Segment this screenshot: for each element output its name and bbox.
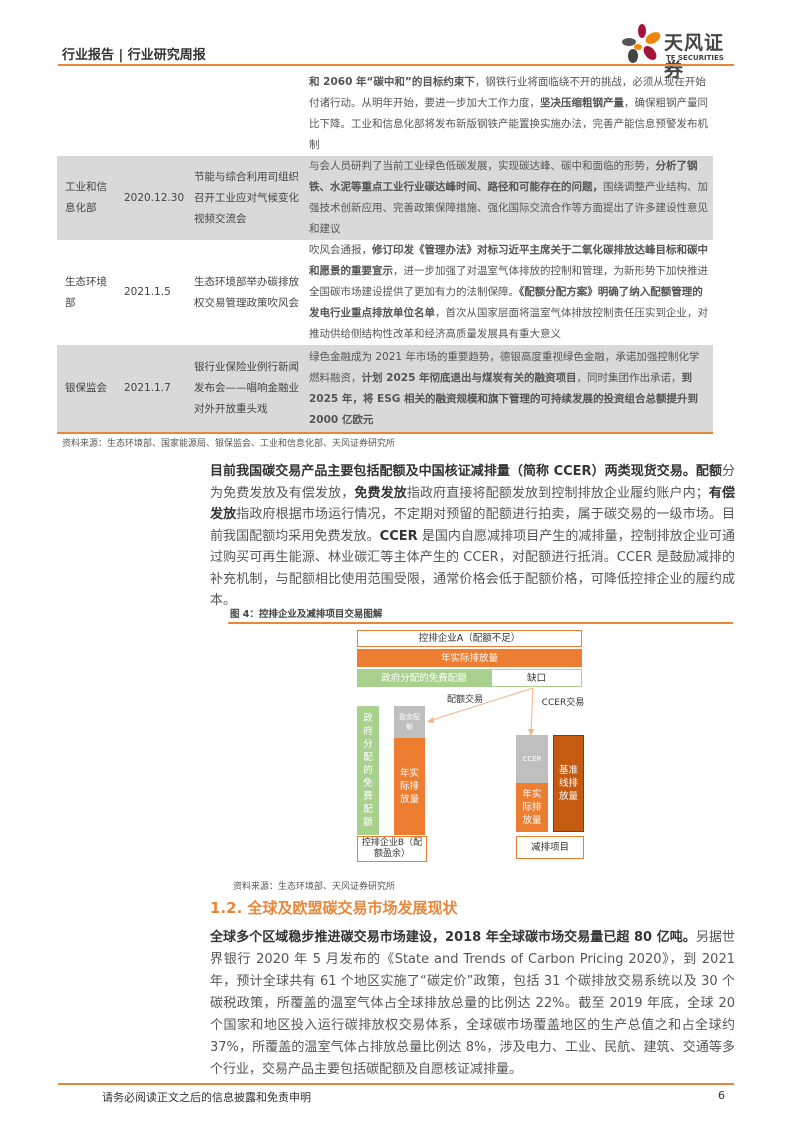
text: ，同时集团作出承诺，	[576, 371, 682, 384]
bold-text: 免费发放	[354, 485, 407, 501]
ccer-block: CCER	[516, 735, 548, 783]
ccer-trade-label: CCER交易	[541, 697, 585, 708]
logo-text-en: TF SECURITIES	[666, 54, 724, 62]
content-cell: 和 2060 年“碳中和”的目标约束下，钢铁行业将面临绕不开的挑战，必须从现在开…	[305, 72, 713, 156]
reduction-project-box: 减排项目	[516, 836, 584, 859]
text: 另据世界银行 2020 年 5 月发布的《State and Trends of…	[210, 930, 735, 1077]
caption-rule	[228, 622, 733, 624]
table-source: 资料来源：生态环境部、国家能源局、银保监会、工业和信息化部、天风证券研究所	[62, 439, 396, 449]
org-cell: 银保监会	[57, 345, 120, 432]
text: ，钢铁行业将面临绕不开的挑战，必须从现在开始付诸行动。从明年开始，要进一步加大工…	[309, 76, 706, 109]
flower-logo-icon	[622, 24, 661, 63]
bold-text: 分析了钢铁、水泥等重点工业行业碳达峰时间、路径和可能存在的问题，	[309, 160, 698, 193]
footer-divider	[58, 1083, 734, 1085]
surplus-quota-block: 盈余配额	[394, 706, 425, 738]
free-quota-column: 政府分配的免费配额	[357, 706, 379, 835]
quota-trade-arrow	[428, 687, 534, 722]
event-cell: 节能与综合利用司组织召开工业应对气候变化视频交流会	[190, 156, 305, 240]
policy-table: 和 2060 年“碳中和”的目标约束下，钢铁行业将面临绕不开的挑战，必须从现在开…	[57, 72, 713, 432]
text: ，进一步加强了对温室气体排放的控制和管理，为新形势下加快推进全国碳市场建设提供了…	[309, 265, 708, 298]
bold-text: 和 2060 年“碳中和”的目标约束下	[309, 76, 475, 88]
table-row: 银保监会 2021.1.7 银行业保险业例行新闻发布会——唱响金融业对外开放重头戏绿…	[57, 345, 713, 432]
bold-text: 《配额分配方案》明确了纳入配额管理的发电行业重点排放单位名单	[309, 286, 703, 319]
bold-text: 目前我国碳交易产品主要包括配额及中国核证减排量（简称 CCER）两类现货交易。配…	[210, 464, 722, 479]
bold-text: 有偿发放	[210, 485, 735, 523]
figure-source: 资料来源：生态环境部、天风证券研究所	[233, 882, 396, 892]
section-heading: 1.2. 全球及欧盟碳交易市场发展现状	[210, 899, 458, 917]
table-row: 生态环境部 2021.1.5 生态环境部举办碳排放权交易管理政策吹风会 吹风会通报，修…	[57, 240, 713, 345]
bold-text: CCER	[379, 528, 418, 544]
report-type: 行业报告 | 行业研究周报	[62, 48, 206, 63]
text: 吹风会通报，	[309, 244, 372, 256]
company-a-box: 控排企业A（配额不足）	[357, 630, 582, 647]
date-cell: 2021.1.5	[124, 286, 171, 298]
bold-text: 全球多个区域稳步推进碳交易市场建设，2018 年全球碳市场交易量已超 80 亿吨…	[210, 930, 696, 945]
baseline-emission-column: 基准线排放量	[553, 735, 584, 832]
text: 围绕调整产业结构、加强技术创新应用、完善政策保障措施、强化国际交流合作等方面提出…	[309, 181, 708, 235]
ccer-trade-arrow	[530, 687, 534, 734]
project-emission-column: 年实际排放量	[516, 783, 548, 832]
text: ，确保粗钢产量同比下降。工业和信息化部将发布新版钢铁产能置换实施办法，完善产能信…	[309, 97, 708, 151]
disclaimer-text: 请务必阅读正文之后的信息披露和免责申明	[102, 1091, 311, 1104]
date-cell: 2021.1.7	[120, 345, 190, 432]
bold-text: 到 2025 年，将 ESG 相关的融资规模和旗下管理的可持续发展的投资组合总额…	[309, 371, 699, 426]
text: 与会人员研判了当前工业绿色低碳发展，实现碳达峰、碳中和面临的形势，	[309, 160, 656, 172]
text: 是国内自愿减排项目产生的减排量，控制排放企业可通过购买可再生能源、林业碳汇等主体…	[210, 528, 735, 609]
figure-caption: 图 4：控排企业及减排项目交易图解	[230, 609, 383, 620]
bold-text: 坚决压缩粗钢产量	[540, 97, 624, 109]
text: 绿色金融成为 2021 年市场的重要趋势，德银高度重视绿色金融，承诺加强控制化学…	[309, 350, 700, 384]
gap-box: 缺口	[491, 669, 582, 687]
date-cell: 2020.12.30	[120, 156, 190, 240]
event-cell: 银行业保险业例行新闻发布会——唱响金融业对外开放重头戏	[190, 345, 305, 432]
org-cell: 工业和信息化部	[57, 156, 120, 240]
text: 分为免费发放及有偿发放，	[210, 464, 735, 501]
bold-text: 计划 2025 年彻底退出与煤炭有关的融资项目	[361, 371, 577, 384]
table-row: 工业和信息化部 2020.12.30 节能与综合利用司组织召开工业应对气候变化视频交…	[57, 156, 713, 240]
quota-trade-label: 配额交易	[446, 694, 483, 705]
bold-text: 修订印发《管理办法》对标习近平主席关于二氧化碳排放达峰目标和碳中和愿景的重要宣示	[309, 244, 708, 277]
page-number: 6	[718, 1089, 725, 1102]
global-market-paragraph: 全球多个区域稳步推进碳交易市场建设，2018 年全球碳市场交易量已超 80 亿吨…	[210, 927, 735, 1081]
free-quota-bar: 政府分配的免费配额	[357, 669, 491, 687]
company-b-box: 控排企业B（配额盈余）	[357, 836, 427, 862]
content-cell: 吹风会通报，修订印发《管理办法》对标习近平主席关于二氧化碳排放达峰目标和碳中和愿…	[305, 240, 713, 345]
carbon-products-paragraph: 目前我国碳交易产品主要包括配额及中国核证减排量（简称 CCER）两类现货交易。配…	[210, 461, 735, 612]
text: 指政府直接将配额发放到控制排放企业履约账户内；	[406, 485, 709, 501]
content-cell: 绿色金融成为 2021 年市场的重要趋势，德银高度重视绿色金融，承诺加强控制化学…	[305, 345, 713, 432]
event-cell: 生态环境部举办碳排放权交易管理政策吹风会	[194, 275, 299, 309]
org-cell: 生态环境部	[65, 275, 107, 309]
table-row: 和 2060 年“碳中和”的目标约束下，钢铁行业将面临绕不开的挑战，必须从现在开…	[57, 72, 713, 156]
header-divider	[58, 64, 734, 66]
annual-emission-bar: 年实际排放量	[357, 649, 582, 667]
text: 指政府根据市场运行情况，不定期对预留的配额进行拍卖，属于碳交易的一级市场。目前我…	[210, 507, 735, 544]
company-b-emission-column: 年实际排放量	[394, 738, 425, 835]
text: ，首次从国家层面将温室气体排放控制责任压实到企业，对推动供给侧结构性改革和经济高…	[309, 307, 708, 340]
table-bottom-rule	[57, 432, 713, 434]
content-cell: 与会人员研判了当前工业绿色低碳发展，实现碳达峰、碳中和面临的形势，分析了钢铁、水…	[305, 156, 713, 240]
